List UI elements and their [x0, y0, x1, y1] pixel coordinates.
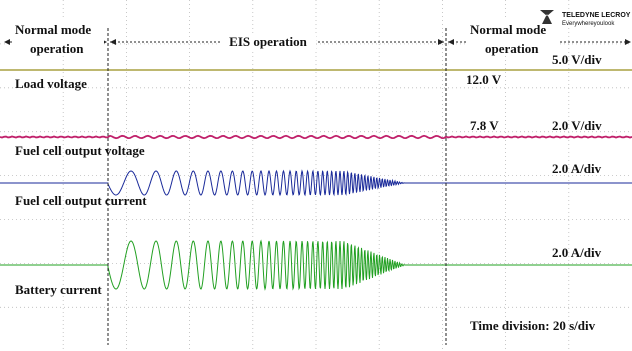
logo-tagline: Everywhereyoulook — [562, 21, 615, 27]
channel-label: Fuel cell output current — [15, 193, 147, 208]
level-label: 7.8 V — [470, 118, 499, 133]
mode-label: operation — [30, 41, 84, 56]
channel-label: Fuel cell output voltage — [15, 143, 145, 158]
eis-label: EIS operation — [229, 34, 307, 49]
mode-label: Normal mode — [15, 22, 91, 37]
channel-label: Load voltage — [15, 76, 87, 91]
time-division: Time division: 20 s/div — [470, 318, 596, 333]
scale-label: 2.0 A/div — [552, 245, 602, 260]
scale-label: 5.0 V/div — [552, 52, 602, 67]
scale-label: 2.0 A/div — [552, 161, 602, 176]
mode-label: operation — [485, 41, 539, 56]
logo-brand: TELEDYNE LECROY — [562, 12, 631, 19]
channel-label: Battery current — [15, 282, 102, 297]
mode-label: Normal mode — [470, 22, 546, 37]
oscilloscope-screen: Normal mode operation EIS operation Norm… — [0, 0, 632, 351]
scale-label: 2.0 V/div — [552, 118, 602, 133]
level-label: 12.0 V — [466, 72, 502, 87]
